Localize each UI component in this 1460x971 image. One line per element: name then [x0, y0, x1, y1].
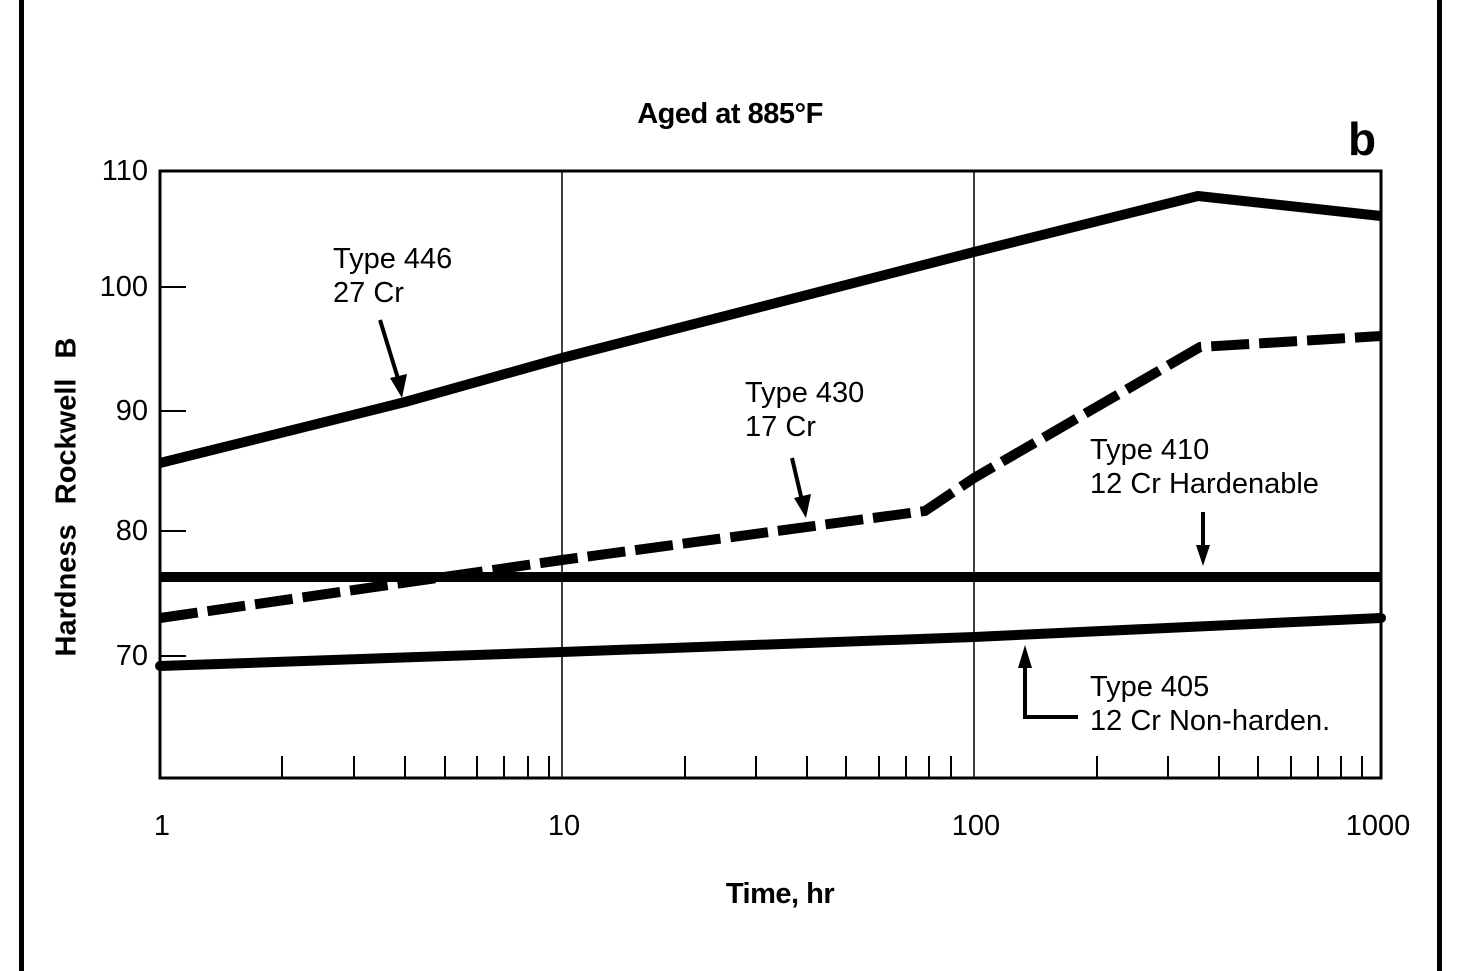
- annotation-type-405: Type 405 12 Cr Non-harden.: [1090, 670, 1330, 738]
- x-tick-label: 1: [153, 810, 171, 842]
- series-type-446-line: [158, 191, 1382, 468]
- annotation-line: Type 430: [745, 377, 865, 409]
- x-tick-label: 100: [951, 810, 1001, 842]
- x-minor-ticks: [281, 756, 1363, 778]
- figure-frame-left: [19, 0, 24, 971]
- series-type-430-line: [159, 331, 1382, 623]
- y-tick-label: 90: [115, 395, 148, 427]
- annotation-line: 12 Cr Non-harden.: [1090, 705, 1331, 737]
- figure-frame-right: [1437, 0, 1442, 971]
- annotation-line: Type 410: [1090, 434, 1210, 466]
- annotation-line: 27 Cr: [333, 277, 404, 309]
- y-tick-label: 80: [115, 515, 148, 547]
- chart-title: Aged at 885°F: [637, 98, 823, 130]
- annotation-line: 12 Cr Hardenable: [1090, 468, 1319, 500]
- annotation-line: Type 446: [333, 243, 453, 275]
- x-tick-label: 10: [547, 810, 581, 842]
- annotation-arrows: [378, 319, 1210, 719]
- panel-label: b: [1348, 113, 1377, 165]
- annotation-type-430: Type 430 17 Cr: [745, 376, 864, 444]
- y-tick-label: 100: [99, 271, 148, 303]
- series-type-405-line: [155, 613, 1386, 671]
- annotation-type-446: Type 446 27 Cr: [333, 242, 452, 310]
- annotation-type-410: Type 410 12 Cr Hardenable: [1090, 433, 1319, 501]
- x-tick-label: 1000: [1345, 810, 1411, 842]
- y-tick-label: 70: [115, 640, 148, 672]
- y-ticks: [160, 286, 186, 657]
- y-tick-label: 110: [101, 155, 148, 187]
- annotation-line: Type 405: [1090, 671, 1210, 703]
- x-axis-label: Time, hr: [725, 878, 835, 910]
- annotation-line: 17 Cr: [745, 411, 816, 443]
